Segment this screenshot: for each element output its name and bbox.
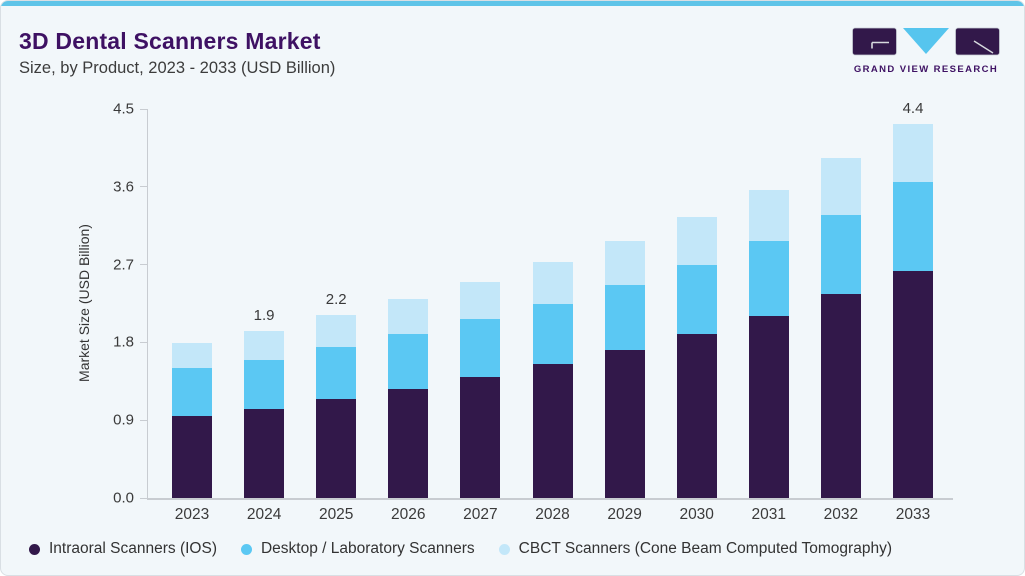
y-axis-line	[147, 109, 148, 498]
bar-2024-cbct	[244, 331, 285, 360]
legend-label: Intraoral Scanners (IOS)	[49, 540, 217, 557]
legend-item: Desktop / Laboratory Scanners	[240, 540, 475, 558]
y-axis-tick-label: 0.9	[113, 411, 134, 429]
y-axis-title: Market Size (USD Billion)	[76, 224, 92, 382]
y-axis-tick-label: 0.0	[113, 489, 134, 507]
bar-2032-intraoral	[820, 294, 861, 498]
brand-logo: GRAND VIEW RESEARCH	[851, 27, 1001, 75]
gvr-logo-icon	[852, 27, 1000, 56]
x-axis-label: 2030	[679, 506, 714, 523]
y-axis-tick	[140, 264, 147, 266]
bar-2028-intraoral	[532, 364, 573, 498]
y-axis-tick-label: 1.8	[113, 333, 134, 351]
bar-2027-desktop	[460, 319, 501, 377]
bar-2029-cbct	[604, 241, 645, 286]
bar-2032-desktop	[820, 215, 861, 294]
grand-view-research-wordmark: GRAND VIEW RESEARCH	[853, 64, 999, 75]
legend: Intraoral Scanners (IOS) Desktop / Labora…	[29, 540, 892, 558]
bar-2033-intraoral	[893, 270, 933, 498]
x-axis-label: 2023	[174, 506, 210, 523]
y-axis-tick	[140, 341, 147, 343]
bar-2031-cbct	[748, 190, 789, 242]
bar-2024-intraoral	[244, 408, 285, 498]
bar-2023-desktop	[172, 368, 212, 416]
x-axis-label: 2032	[823, 506, 859, 523]
top-accent-bar	[1, 1, 1024, 6]
x-axis-label: 2028	[535, 506, 570, 523]
page-subtitle: Size, by Product, 2023 - 2033 (USD Billi…	[19, 59, 336, 77]
bar-2027-intraoral	[460, 376, 501, 498]
legend-label: CBCT Scanners (Cone Beam Computed Tomogr…	[518, 540, 892, 557]
bar-2033-cbct	[893, 123, 933, 182]
bar-2024-desktop	[244, 359, 285, 409]
y-axis-tick-label: 3.6	[113, 178, 134, 196]
page-title: 3D Dental Scanners Market	[19, 28, 321, 54]
bar-2028-desktop	[532, 303, 573, 365]
bar-2030-desktop	[676, 264, 717, 334]
x-axis-label: 2033	[895, 506, 931, 523]
bar-2029-desktop	[604, 285, 645, 351]
chart-plot-area: 0.0 0.9 1.8 2.7 3.6 4.5 2023 1.9 2024 2.2 2025 2026…	[113, 100, 953, 523]
bar-2023-intraoral	[172, 415, 212, 498]
bar-2025-cbct	[316, 314, 357, 347]
bar-2027-cbct	[460, 281, 501, 320]
bar-2030-intraoral	[676, 333, 717, 498]
bar-2025-intraoral	[316, 399, 357, 498]
x-axis-label: 2026	[391, 506, 426, 523]
legend-swatch-icon	[29, 543, 40, 555]
bar-2026-intraoral	[388, 389, 429, 498]
x-axis-label: 2027	[463, 506, 498, 523]
bar-2033-desktop	[893, 181, 933, 271]
y-axis-tick	[140, 186, 147, 188]
bar-2028-cbct	[532, 262, 573, 304]
x-axis-label: 2024	[246, 506, 282, 523]
bar-2026-desktop	[388, 333, 429, 390]
bar-2031-intraoral	[748, 315, 789, 498]
legend-swatch-icon	[498, 543, 510, 555]
y-axis-tick	[140, 108, 147, 110]
y-axis-tick	[140, 497, 147, 499]
x-axis-label: 2025	[318, 506, 354, 523]
bar-2031-desktop	[748, 241, 789, 316]
y-axis-tick	[140, 419, 147, 421]
legend-swatch-icon	[240, 543, 252, 555]
legend-item: CBCT Scanners (Cone Beam Computed Tomogr…	[498, 540, 892, 558]
x-axis-label: 2029	[607, 506, 642, 523]
bar-value-label: 4.4	[902, 99, 924, 117]
y-axis-tick-label: 2.7	[113, 256, 134, 274]
bar-value-label: 1.9	[253, 307, 275, 325]
bar-2029-intraoral	[604, 350, 645, 498]
x-axis-label: 2031	[751, 506, 787, 523]
legend-item: Intraoral Scanners (IOS)	[29, 540, 217, 558]
bar-2026-cbct	[388, 299, 429, 334]
legend-label: Desktop / Laboratory Scanners	[260, 540, 475, 557]
bar-2032-cbct	[820, 158, 861, 216]
bar-value-label: 2.2	[325, 290, 347, 308]
bar-2030-cbct	[676, 217, 717, 265]
bar-2025-desktop	[316, 346, 357, 400]
x-axis-line	[147, 498, 953, 500]
y-axis-tick-label: 4.5	[113, 100, 134, 118]
bar-2023-cbct	[172, 343, 212, 369]
